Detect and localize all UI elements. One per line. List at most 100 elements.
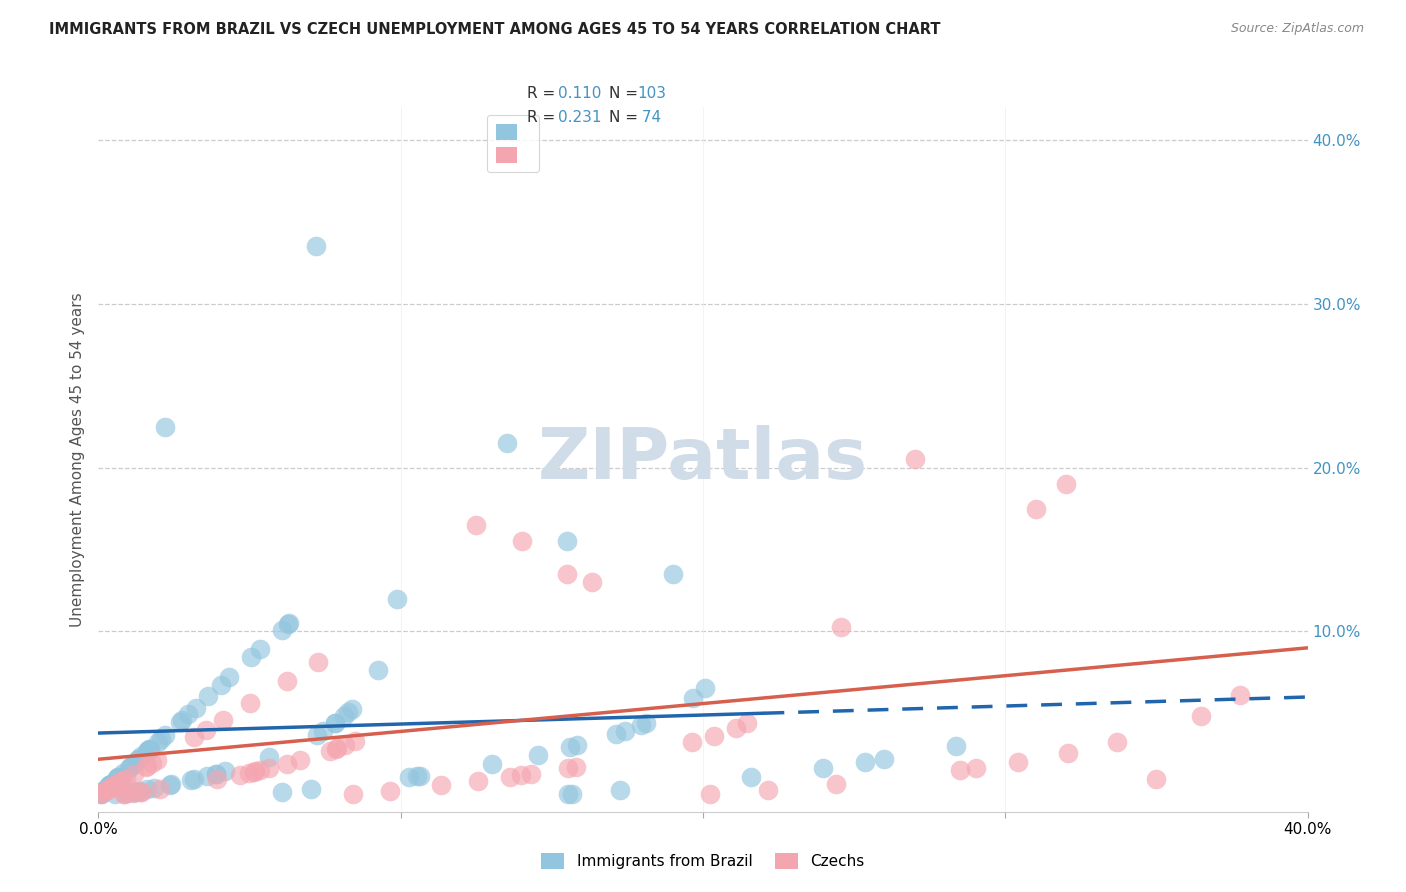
Point [96,783,118,797]
Point [299,782,322,797]
Point [110,774,132,789]
Point [344,733,367,747]
Point [93,783,115,797]
Point [557,787,579,801]
Point [408,768,430,782]
Point [98,781,121,796]
Text: R =: R = [527,111,561,125]
Point [90,787,112,801]
Point [681,735,703,749]
Point [124,755,146,769]
Point [270,623,292,637]
Y-axis label: Unemployment Among Ages 45 to 54 years: Unemployment Among Ages 45 to 54 years [69,292,84,627]
Point [290,753,312,767]
Point [735,716,758,731]
Point [277,616,299,631]
Point [96,783,118,797]
Point [1007,755,1029,769]
Point [305,728,328,742]
Point [90,787,112,801]
Point [259,750,281,764]
Point [1189,708,1212,723]
Point [135,759,157,773]
Point [141,756,163,770]
Point [319,743,342,757]
Point [405,769,427,783]
Point [135,782,157,797]
Point [128,784,150,798]
Point [312,724,335,739]
Point [326,741,349,756]
Point [149,781,172,796]
Point [97,779,120,793]
Point [336,705,359,719]
Point [555,567,578,582]
Legend: , : , [486,115,538,172]
Point [1144,772,1167,786]
Point [325,741,347,756]
Point [180,772,202,787]
Point [105,772,128,786]
Point [205,766,228,780]
Point [128,752,150,766]
Legend: Immigrants from Brazil, Czechs: Immigrants from Brazil, Czechs [536,847,870,875]
Point [555,534,578,549]
Point [211,713,233,727]
Point [276,673,298,688]
Point [105,772,128,786]
Point [323,715,346,730]
Point [136,743,159,757]
Point [107,771,129,785]
Point [138,743,160,757]
Point [613,724,636,739]
Point [104,778,127,792]
Point [90,785,112,799]
Point [124,784,146,798]
Point [107,770,129,784]
Point [945,739,967,753]
Point [127,753,149,767]
Point [481,756,503,771]
Point [240,650,263,665]
Text: 0.231: 0.231 [558,111,602,125]
Text: IMMIGRANTS FROM BRAZIL VS CZECH UNEMPLOYMENT AMONG AGES 45 TO 54 YEARS CORRELATI: IMMIGRANTS FROM BRAZIL VS CZECH UNEMPLOY… [49,22,941,37]
Text: 0.110: 0.110 [558,87,602,101]
Point [561,787,583,801]
Point [129,784,152,798]
Point [333,738,356,752]
Point [100,777,122,791]
Point [115,786,138,800]
Point [385,591,408,606]
Text: R =: R = [527,87,561,101]
Point [605,727,627,741]
Point [367,663,389,677]
Point [465,517,488,532]
Point [527,747,550,762]
Point [830,620,852,634]
Text: ZIPatlas: ZIPatlas [538,425,868,494]
Point [90,786,112,800]
Point [184,700,207,714]
Point [205,766,228,780]
Point [207,772,229,786]
Point [101,780,124,794]
Point [138,742,160,756]
Point [118,760,141,774]
Point [169,714,191,729]
Text: N =: N = [609,87,643,101]
Point [1054,477,1077,491]
Point [98,779,121,793]
Point [150,731,173,746]
Point [124,784,146,798]
Point [725,721,748,735]
Point [172,713,194,727]
Point [159,778,181,792]
Point [108,775,131,789]
Point [703,729,725,743]
Point [699,787,721,801]
Point [139,741,162,756]
Point [96,780,118,795]
Point [183,772,205,786]
Point [249,642,271,657]
Point [825,777,848,791]
